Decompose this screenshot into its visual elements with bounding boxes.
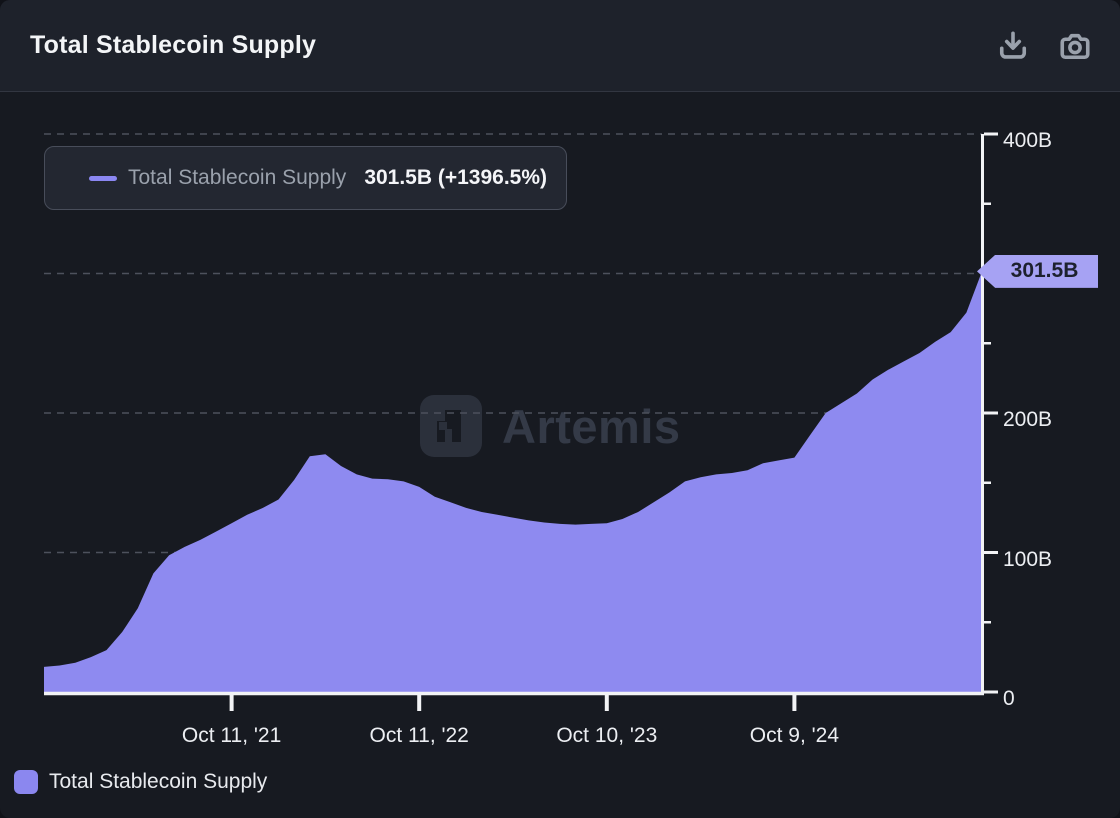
header-actions	[992, 25, 1096, 67]
download-icon	[995, 28, 1031, 64]
download-button[interactable]	[992, 25, 1034, 67]
y-axis-label-200: 200B	[1003, 408, 1053, 431]
x-axis-label: Oct 11, '21	[181, 724, 282, 747]
y-axis-label-100: 100B	[1003, 547, 1053, 571]
legend-item[interactable]: Total Stablecoin Supply	[14, 770, 267, 794]
plot-canvas[interactable]	[0, 93, 1120, 818]
tooltip-series-label: Total Stablecoin Supply	[128, 166, 347, 189]
chart-area[interactable]: Artemis Total Stablecoin Supply 301.5B (…	[0, 93, 1120, 818]
x-axis-label: Oct 9, '24	[749, 724, 840, 747]
y-axis-label-400: 400B	[1003, 129, 1053, 152]
legend-label: Total Stablecoin Supply	[49, 770, 268, 793]
page-title: Total Stablecoin Supply	[30, 31, 317, 59]
y-axis-label-0: 0	[1003, 687, 1015, 710]
chart-tooltip: Total Stablecoin Supply 301.5B (+1396.5%…	[44, 146, 567, 210]
last-value-badge: 301.5B	[977, 254, 1098, 288]
supply-area-series	[44, 271, 982, 692]
screenshot-button[interactable]	[1054, 25, 1096, 67]
x-axis-label: Oct 10, '23	[556, 724, 658, 747]
series-dash-icon	[89, 175, 117, 181]
legend-swatch-icon	[14, 770, 38, 794]
x-axis-label: Oct 11, '22	[369, 724, 469, 747]
camera-icon	[1057, 28, 1093, 64]
card-header: Total Stablecoin Supply	[0, 0, 1120, 92]
tooltip-value: 301.5B (+1396.5%)	[364, 166, 548, 189]
